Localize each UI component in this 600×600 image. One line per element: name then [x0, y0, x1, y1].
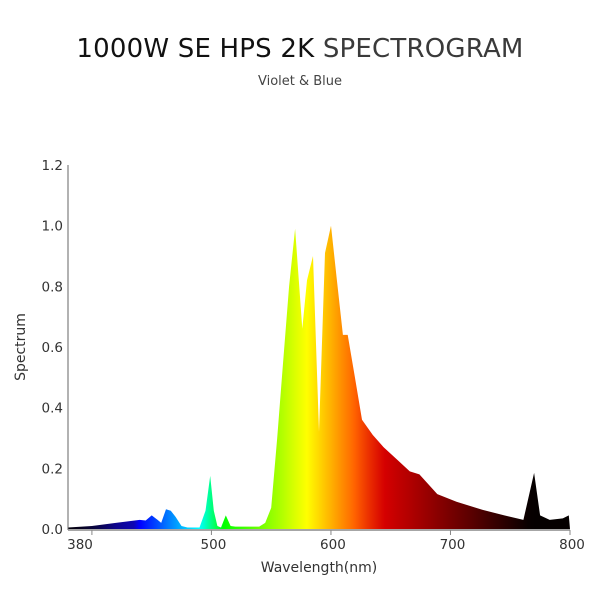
y-tick-label: 0.2: [42, 461, 63, 477]
chart-title: 1000W SE HPS 2K SPECTROGRAM: [0, 34, 600, 64]
x-tick-label: 500: [201, 537, 227, 553]
y-tick-label: 1.2: [42, 158, 63, 174]
y-tick-label: 1.0: [42, 219, 63, 235]
y-tick-label: 0.6: [42, 340, 63, 356]
chart-title-main: 1000W SE HPS 2K: [76, 34, 315, 64]
spectrum-area: [68, 225, 570, 529]
y-axis-label: Spectrum: [13, 313, 29, 381]
x-tick-label: 380: [67, 537, 93, 553]
y-tick-label: 0.8: [42, 279, 63, 295]
x-axis-label: Wavelength(nm): [261, 560, 377, 576]
x-tick-label: 700: [440, 537, 466, 553]
y-tick-label: 0.0: [42, 522, 63, 538]
y-tick-label: 0.4: [42, 401, 63, 417]
x-tick-label: 800: [559, 537, 585, 553]
chart-title-suffix: SPECTROGRAM: [322, 34, 524, 64]
x-tick-label: 600: [320, 537, 346, 553]
chart-subtitle: Violet & Blue: [257, 74, 343, 89]
